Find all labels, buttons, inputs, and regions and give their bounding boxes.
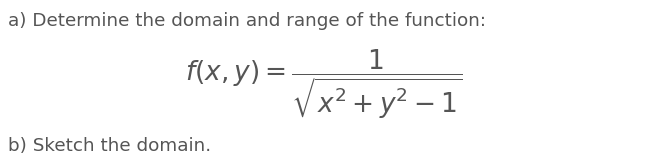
Text: $f(x, y) = \dfrac{1}{\sqrt{x^2 + y^2 - 1}}$: $f(x, y) = \dfrac{1}{\sqrt{x^2 + y^2 - 1… xyxy=(185,48,463,120)
Text: a) Determine the domain and range of the function:: a) Determine the domain and range of the… xyxy=(8,12,486,30)
Text: b) Sketch the domain.: b) Sketch the domain. xyxy=(8,137,211,155)
